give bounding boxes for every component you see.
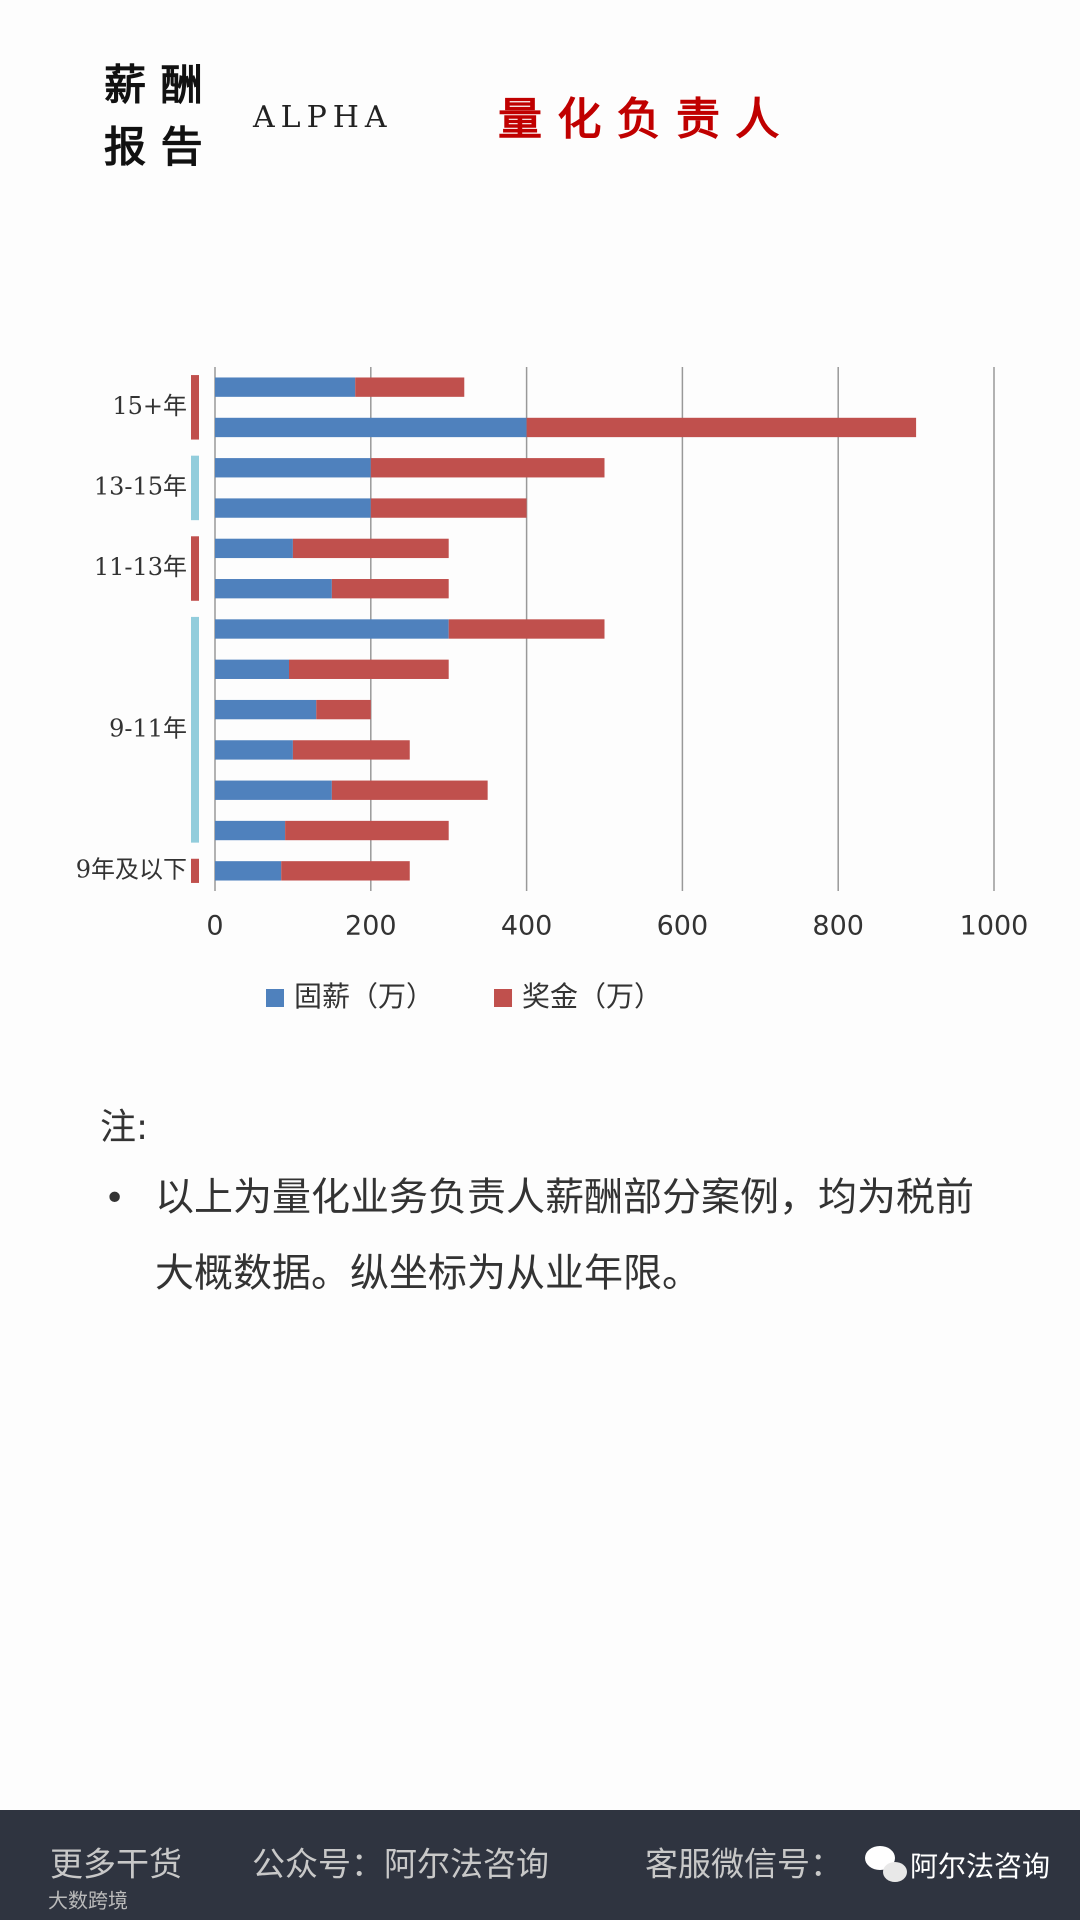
- legend-swatch: [494, 989, 513, 1007]
- bar-segment: [448, 619, 605, 639]
- bar-segment: [215, 538, 293, 559]
- brand: ALPHA: [252, 100, 393, 135]
- header-title: 薪 酬: [104, 61, 203, 110]
- bar-segment: [285, 820, 449, 841]
- bar-segment: [316, 699, 371, 720]
- bar-segment: [215, 417, 527, 438]
- group-bracket: [191, 536, 199, 601]
- footer-item: 客服微信号：: [645, 1845, 843, 1884]
- y-group-label: 9年及以下: [76, 855, 187, 883]
- bar-segment: [331, 579, 449, 599]
- bar-segment: [215, 820, 286, 841]
- bar-segment: [292, 538, 449, 559]
- bar-segment: [215, 377, 356, 397]
- header-title: 报 告: [104, 123, 203, 172]
- bar-segment: [215, 740, 293, 760]
- footer-item: 更多干货: [50, 1845, 182, 1884]
- x-tick-label: 600: [657, 911, 709, 942]
- x-tick-label: 400: [501, 911, 553, 942]
- bar-segment: [215, 699, 317, 720]
- y-group-label: 15+年: [112, 392, 187, 420]
- bar-segment: [331, 780, 488, 800]
- x-tick-label: 200: [345, 911, 397, 942]
- group-bracket: [191, 616, 199, 843]
- group-bracket: [191, 858, 199, 883]
- subtitle: 量 化 负 责 人: [498, 94, 779, 145]
- note-line: 大概数据。纵坐标为从业年限。: [155, 1252, 701, 1297]
- bullet: •: [104, 1178, 125, 1219]
- note-label: 注:: [100, 1107, 148, 1148]
- bar-segment: [292, 740, 410, 760]
- footer-item: 公众号：阿尔法咨询: [252, 1845, 549, 1884]
- group-bracket: [191, 455, 199, 521]
- x-tick-label: 0: [206, 911, 223, 942]
- y-group-label: 9-11年: [109, 714, 187, 742]
- legend-label: 奖金（万）: [522, 980, 662, 1013]
- group-bracket: [191, 375, 199, 440]
- bar-segment: [370, 498, 527, 518]
- y-group-label: 13-15年: [94, 472, 187, 500]
- x-tick-label: 800: [812, 911, 864, 942]
- bar-segment: [281, 861, 410, 881]
- legend-swatch: [266, 989, 284, 1007]
- x-tick-label: 1000: [960, 911, 1029, 942]
- bar-segment: [215, 780, 332, 800]
- bar-segment: [215, 861, 282, 881]
- watermark: 阿尔法咨询: [910, 1850, 1050, 1883]
- bar-segment: [215, 458, 371, 478]
- wechat-icon: [865, 1846, 907, 1882]
- bar-segment: [370, 458, 605, 478]
- corner-watermark: 大数跨境: [48, 1889, 128, 1913]
- chart: 0 200 400 600 800 1000 15+年 13-15年 11-13年 9-11年 9年…: [76, 367, 1029, 1013]
- bar-segment: [215, 619, 449, 639]
- bar-segment: [289, 659, 449, 679]
- y-group-label: 11-13年: [94, 553, 187, 581]
- bar-segment: [215, 659, 290, 679]
- bar-segment: [526, 417, 917, 438]
- bar-segment: [355, 377, 465, 397]
- legend-label: 固薪（万）: [294, 980, 434, 1013]
- note-line: 以上为量化业务负责人薪酬部分案例，均为税前: [155, 1176, 974, 1221]
- bar-segment: [215, 579, 332, 599]
- bar-segment: [215, 498, 371, 518]
